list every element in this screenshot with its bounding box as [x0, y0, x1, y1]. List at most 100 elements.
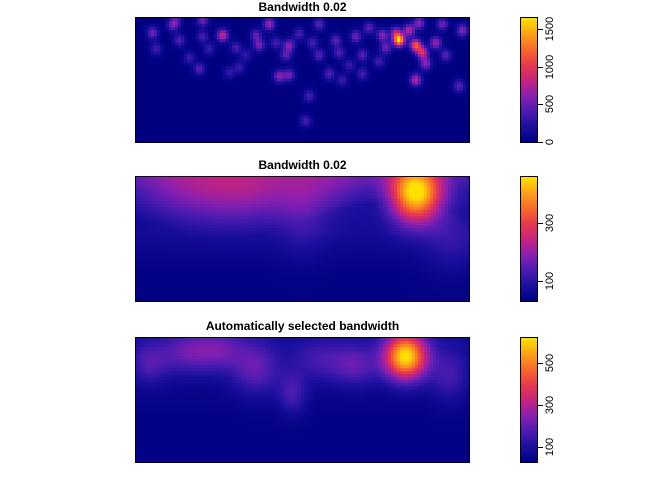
- heatmap-cell: [250, 75, 254, 79]
- heatmap-cell: [202, 66, 206, 70]
- heatmap-cell: [298, 102, 302, 107]
- heatmap-cell: [457, 69, 461, 73]
- heatmap-cell: [301, 111, 305, 116]
- heatmap-cell: [403, 183, 407, 187]
- heatmap-cell: [397, 177, 401, 181]
- heatmap-cell: [283, 96, 287, 101]
- heatmap-cell: [343, 39, 347, 43]
- heatmap-cell: [334, 51, 338, 55]
- heatmap-cell: [154, 105, 158, 110]
- heatmap-cell: [232, 90, 236, 95]
- heatmap-cell: [163, 18, 167, 22]
- heatmap-cell: [310, 57, 314, 61]
- heatmap-cell: [415, 129, 419, 134]
- heatmap-cell: [187, 102, 191, 107]
- heatmap-cell: [148, 18, 152, 22]
- heatmap-cell: [283, 18, 287, 22]
- heatmap-cell: [340, 54, 344, 58]
- heatmap-cell: [385, 42, 389, 46]
- heatmap-cell: [217, 123, 221, 128]
- heatmap-cell: [466, 39, 469, 43]
- heatmap-cell: [361, 87, 365, 91]
- heatmap-cell: [196, 72, 200, 76]
- heatmap-cell: [208, 33, 212, 37]
- heatmap-cell: [253, 117, 257, 122]
- heatmap-cell: [412, 57, 416, 61]
- heatmap-cell: [457, 75, 461, 79]
- heatmap-cell: [205, 129, 209, 134]
- heatmap-cell: [190, 99, 194, 104]
- heatmap-cell: [238, 102, 242, 107]
- heatmap-cell: [427, 69, 431, 73]
- heatmap-cell: [223, 135, 227, 140]
- heatmap-cell: [214, 30, 218, 34]
- heatmap-cell: [316, 84, 320, 88]
- heatmap-cell: [175, 69, 179, 73]
- heatmap-cell: [184, 93, 188, 98]
- heatmap-cell: [160, 24, 164, 28]
- heatmap-cell: [262, 27, 266, 31]
- heatmap-cell: [256, 57, 260, 61]
- heatmap-cell: [436, 90, 440, 95]
- heatmap-cell: [448, 132, 452, 137]
- heatmap-cell: [244, 111, 248, 116]
- heatmap-cell: [268, 105, 272, 110]
- panel-1-colorbar: [520, 17, 538, 143]
- heatmap-cell: [274, 51, 278, 55]
- heatmap-cell: [289, 36, 293, 40]
- heatmap-cell: [445, 126, 449, 131]
- heatmap-cell: [382, 69, 386, 73]
- heatmap-cell: [268, 30, 272, 34]
- heatmap-cell: [382, 36, 386, 40]
- heatmap-cell: [226, 33, 230, 37]
- heatmap-cell: [454, 93, 458, 98]
- heatmap-cell: [355, 99, 359, 104]
- heatmap-cell: [334, 135, 338, 140]
- heatmap-cell: [232, 132, 236, 137]
- heatmap-cell: [205, 27, 209, 31]
- heatmap-cell: [445, 48, 449, 52]
- heatmap-cell: [274, 102, 278, 107]
- heatmap-cell: [175, 105, 179, 110]
- heatmap-cell: [202, 72, 206, 76]
- heatmap-cell: [286, 120, 290, 125]
- heatmap-cell: [256, 99, 260, 104]
- heatmap-cell: [382, 120, 386, 125]
- heatmap-cell: [247, 57, 251, 61]
- heatmap-cell: [331, 57, 335, 61]
- heatmap-cell: [187, 132, 191, 137]
- heatmap-cell: [289, 48, 293, 52]
- heatmap-cell: [268, 120, 272, 125]
- heatmap-cell: [388, 51, 392, 55]
- heatmap-cell: [241, 21, 245, 25]
- heatmap-cell: [418, 60, 422, 64]
- heatmap-cell: [343, 111, 347, 116]
- heatmap-cell: [208, 51, 212, 55]
- heatmap-cell: [259, 51, 263, 55]
- heatmap-cell: [283, 75, 287, 79]
- heatmap-cell: [373, 120, 377, 125]
- heatmap-cell: [238, 69, 242, 73]
- heatmap-cell: [175, 108, 179, 113]
- heatmap-cell: [289, 87, 293, 91]
- heatmap-cell: [190, 111, 194, 116]
- heatmap-cell: [421, 69, 425, 73]
- heatmap-cell: [199, 87, 203, 91]
- heatmap-cell: [298, 87, 302, 91]
- heatmap-cell: [436, 75, 440, 79]
- heatmap-cell: [193, 114, 197, 119]
- heatmap-cell: [157, 129, 161, 134]
- heatmap-cell: [394, 60, 398, 64]
- heatmap-cell: [319, 123, 323, 128]
- heatmap-cell: [190, 183, 194, 187]
- heatmap-cell: [166, 57, 170, 61]
- heatmap-cell: [409, 135, 413, 140]
- heatmap-cell: [154, 33, 158, 37]
- heatmap-cell: [355, 126, 359, 131]
- heatmap-cell: [244, 90, 248, 95]
- heatmap-cell: [166, 123, 170, 128]
- heatmap-cell: [328, 93, 332, 98]
- heatmap-cell: [382, 111, 386, 116]
- heatmap-cell: [325, 117, 329, 122]
- heatmap-cell: [250, 105, 254, 110]
